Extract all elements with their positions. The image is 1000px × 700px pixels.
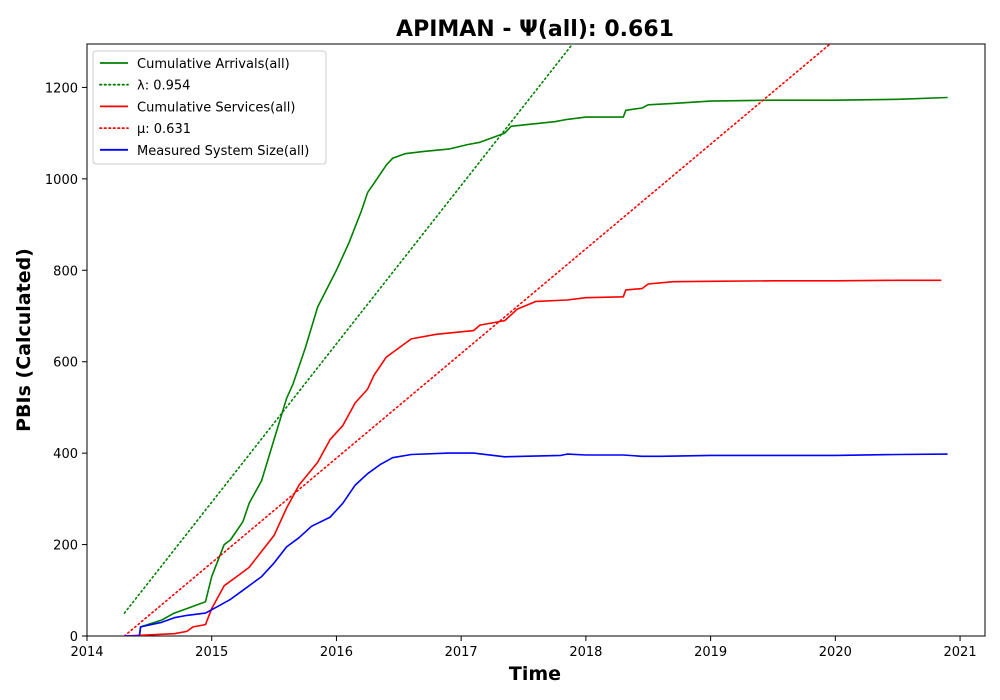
series-line-0 xyxy=(124,96,948,636)
legend-entry-label: Cumulative Services(all) xyxy=(137,100,295,115)
y-tick-label: 0 xyxy=(70,630,78,645)
series-line-1 xyxy=(123,44,574,614)
plot-area xyxy=(86,43,986,637)
series-line-3 xyxy=(123,44,832,636)
x-axis: 2014 2015 2016 2017 2018 2019 2020 2021 xyxy=(70,636,977,660)
y-tick-label: 200 xyxy=(53,539,78,554)
x-tick-label: 2014 xyxy=(70,645,103,660)
legend-frame xyxy=(92,50,327,165)
chart-title: APIMAN - Ψ(all): 0.661 xyxy=(396,17,674,42)
series-line-4 xyxy=(124,452,948,636)
x-tick-label: 2019 xyxy=(694,645,727,660)
x-tick-label: 2017 xyxy=(445,645,478,660)
legend-entry-label: λ: 0.954 xyxy=(137,79,190,94)
y-tick-label: 1200 xyxy=(45,81,78,96)
y-tick-label: 800 xyxy=(53,264,78,279)
y-axis: 0 200 400 600 800 1000 1200 xyxy=(45,81,87,645)
legend-items: Cumulative Arrivals(all) λ: 0.954 Cumulati… xyxy=(99,57,309,159)
series-line-2 xyxy=(124,279,942,636)
legend-entry-label: Cumulative Arrivals(all) xyxy=(137,57,290,72)
plot-frame xyxy=(86,43,986,637)
x-tick-label: 2020 xyxy=(819,645,852,660)
legend: Cumulative Arrivals(all) λ: 0.954 Cumulati… xyxy=(92,50,327,165)
legend-entry-label: Measured System Size(all) xyxy=(137,144,309,159)
x-tick-label: 2018 xyxy=(569,645,602,660)
legend-entry-label: μ: 0.631 xyxy=(137,122,191,137)
series-layer xyxy=(123,44,948,636)
y-tick-label: 600 xyxy=(53,356,78,371)
y-tick-label: 400 xyxy=(53,447,78,462)
x-axis-label: Time xyxy=(509,663,561,685)
y-axis-label: PBIs (Calculated) xyxy=(13,248,35,432)
x-tick-label: 2016 xyxy=(320,645,353,660)
x-tick-label: 2021 xyxy=(944,645,977,660)
y-tick-label: 1000 xyxy=(45,173,78,188)
x-tick-label: 2015 xyxy=(195,645,228,660)
